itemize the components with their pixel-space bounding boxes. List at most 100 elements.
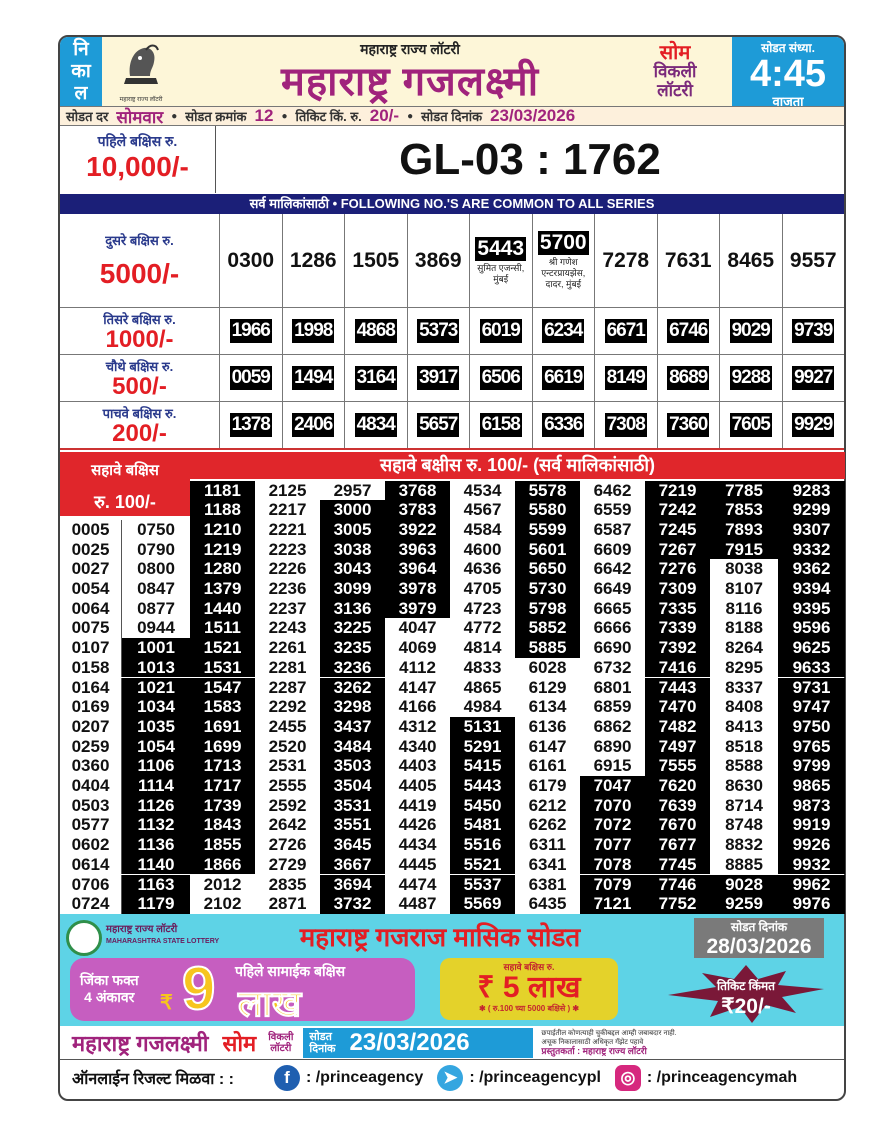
sixth-prize-number: 6311 (515, 835, 580, 855)
sixth-prize-number: 0064 (60, 598, 122, 619)
fifth-prize-number: 5657 (417, 413, 460, 437)
second-prize-number: 1505 (352, 248, 400, 272)
sixth-prize-number: 1521 (190, 638, 255, 658)
presenter-line: प्रस्तुतकर्ता : महाराष्ट्र राज्य लॉटरी (541, 1046, 647, 1056)
disclaimer-line-2: अचूक निकालासाठी अधिकृत गॅझेट पहावे (541, 1039, 644, 1046)
sixth-prize-number: 2455 (255, 716, 320, 737)
sixth-prize-number: 3136 (320, 598, 385, 619)
sixth-prize-number: 1140 (122, 854, 190, 875)
sixth-prize-number: 7242 (645, 500, 710, 520)
header-subtitle: महाराष्ट्र राज्य लॉटरी (360, 41, 460, 57)
facebook-icon[interactable]: f (273, 1065, 300, 1091)
instagram-icon[interactable]: ◎ (614, 1065, 641, 1091)
footer-date: 23/03/2026 (349, 1028, 470, 1056)
second-prize-number: 9557 (789, 248, 837, 272)
sixth-prize-number: 0602 (60, 835, 122, 855)
ticket-price-label: तिकिट किंमत (717, 979, 775, 993)
sixth-prize-number: 4636 (450, 559, 515, 579)
sixth-prize-number: 7497 (645, 736, 710, 757)
sixth-prize-number: 7079 (580, 874, 645, 895)
sixth-prize-number: 0750 (122, 519, 190, 540)
sixth-prize-number: 7392 (645, 638, 710, 658)
sixth-prize-number: 2237 (255, 598, 320, 619)
sixth-prize-number: 6859 (580, 697, 645, 717)
second-prize-label: दुसरे बक्षिस रु. (105, 232, 174, 248)
sixth-prize-number: 7077 (580, 835, 645, 855)
sixth-prize-number: 8337 (710, 677, 778, 698)
sixth-prize-number: 4069 (385, 638, 450, 658)
sixth-prize-number: 6609 (580, 539, 645, 560)
sixth-prize-number: 3099 (320, 579, 385, 599)
sixth-prize-number: 9926 (778, 835, 845, 855)
sixth-prize-number: 7309 (645, 579, 710, 599)
sixth-prize-number: 8885 (710, 854, 778, 875)
fifth-prize-number: 6158 (479, 413, 522, 437)
sixth-prize-number: 3645 (320, 835, 385, 855)
draw-day: सोम (659, 42, 691, 64)
sixth-prize-number: 6341 (515, 854, 580, 875)
sixth-prize-number: 9028 (710, 874, 778, 895)
sixth-prize-number: 7746 (645, 874, 710, 895)
third-prize-number: 4868 (354, 319, 397, 343)
sixth-prize-number: 6915 (580, 756, 645, 776)
sixth-prize-number: 1181 (190, 480, 255, 501)
draw-time-suffix: वाजता (772, 94, 804, 109)
sixth-prize-number: 0790 (122, 539, 190, 560)
sixth-prize-number: 2835 (255, 874, 320, 895)
fourth-prize-number: 9927 (792, 366, 835, 390)
draw-day-label: सोडत दर (66, 109, 109, 124)
second-prize-number: 7631 (664, 248, 712, 272)
sixth-prize-number: 5599 (515, 519, 580, 540)
sixth-prize-number: 6136 (515, 716, 580, 737)
sixth-prize-number: 7121 (580, 894, 645, 914)
promo-first-label: पहिले सामाईक बक्षिस (235, 963, 346, 979)
fifth-prize-number: 7308 (604, 413, 647, 437)
sixth-prize-number: 2957 (320, 480, 385, 501)
sixth-prize-number: 0724 (60, 894, 122, 914)
sixth-prize-number: 9932 (778, 854, 845, 875)
second-prize-cell: 5443 सुमित एजन्सी, मुंबई (470, 214, 533, 307)
fourth-prize-cell: 8149 (595, 355, 658, 401)
sixth-prize-number: 9596 (778, 618, 845, 639)
sixth-prize-number: 6862 (580, 716, 645, 737)
sixth-prize-number: 4814 (450, 638, 515, 658)
sixth-prize-grid: 0005 0025 0027 0054 0064 0075 0107 0158 0164 0169… (60, 479, 845, 914)
sixth-prize-number: 0847 (122, 579, 190, 599)
sixth-prize-number: 9395 (778, 598, 845, 619)
sixth-prize-number: 3038 (320, 539, 385, 560)
sixth-prize-number: 9332 (778, 539, 845, 560)
sixth-prize-number: 4112 (385, 657, 450, 678)
sixth-prize-number: 9394 (778, 579, 845, 599)
sixth-prize-number: 1163 (122, 874, 190, 895)
social-links-bar: ऑनलाईन रिजल्ट मिळवा : : f : /princeagenc… (60, 1060, 844, 1096)
facebook-link[interactable]: : /princeagency (305, 1069, 424, 1086)
sixth-prize-number: 4426 (385, 815, 450, 836)
fifth-prize-cell: 5657 (408, 402, 470, 448)
instagram-link[interactable]: : /princeagencymah (646, 1069, 798, 1086)
sixth-prize-number: 8588 (710, 756, 778, 776)
first-prize-amount: 10,000/- (86, 151, 189, 182)
ticket-price-text: तिकिट किंमत ₹20/- (666, 977, 826, 1019)
sixth-prize-number: 0259 (60, 736, 122, 757)
win-label: जिंका फक्त 4 अंकावर (80, 972, 139, 1006)
third-prize-number: 5373 (417, 319, 460, 343)
sixth-prize-number: 3978 (385, 579, 450, 599)
telegram-link[interactable]: : /princeagencypl (469, 1069, 601, 1086)
fifth-prize-cell: 4834 (345, 402, 408, 448)
sixth-prize-number: 1699 (190, 736, 255, 757)
draw-number: 12 (254, 106, 274, 125)
sixth-prize-number: 3531 (320, 795, 385, 816)
sixth-prize-number: 6262 (515, 815, 580, 836)
sixth-prize-number: 3005 (320, 519, 385, 540)
sixth-prize-number: 1188 (190, 500, 255, 520)
sixth-prize-number: 3694 (320, 874, 385, 895)
third-prize-cell: 6671 (595, 308, 658, 354)
sixth-prize-number: 1013 (122, 657, 190, 678)
sixth-prize-number: 0158 (60, 657, 122, 678)
sixth-prize-number: 9299 (778, 500, 845, 520)
telegram-icon[interactable]: ➤ (437, 1065, 464, 1091)
draw-time-box: सोडत संध्या. 4:45 वाजता (732, 37, 844, 109)
sixth-prize-number: 0107 (60, 638, 122, 658)
sixth-prize-number: 2261 (255, 638, 320, 658)
sixth-prize-number: 9283 (778, 480, 845, 501)
